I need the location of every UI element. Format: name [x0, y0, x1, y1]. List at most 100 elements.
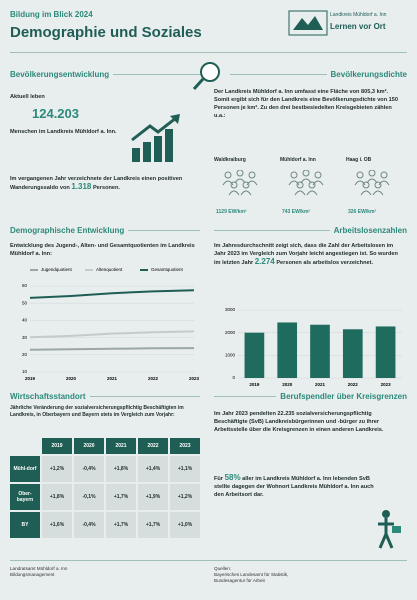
person-body	[228, 190, 240, 196]
text-part: Arbeitslosenzahlen	[333, 226, 407, 235]
text-part: 58%	[224, 473, 241, 482]
cell: +1,1%	[170, 456, 200, 482]
person-head	[380, 171, 388, 179]
person-body	[354, 180, 366, 186]
row-label: Ober-bayern	[10, 484, 40, 510]
y-tick-label: 1000	[225, 353, 236, 358]
person-body	[300, 178, 312, 184]
cell: +1,9%	[138, 484, 168, 510]
person-body	[222, 180, 234, 186]
bar	[310, 324, 330, 378]
column-header: 2022	[138, 438, 168, 454]
person-head	[224, 171, 232, 179]
area-name: Mühldorf a. Inn	[280, 157, 316, 163]
cell: -0,1%	[74, 484, 104, 510]
y-tick-label: 2000	[225, 330, 236, 335]
x-tick-label: 2023	[189, 376, 200, 381]
person-head	[242, 181, 250, 189]
cell: +1,8%	[42, 484, 72, 510]
footer-line: Bundesagentur für Arbeit	[214, 578, 265, 583]
person-body	[246, 180, 258, 186]
cell: +1,7%	[106, 512, 136, 538]
text-part: Wirtschaftsstandort	[10, 392, 86, 401]
person-head	[356, 171, 364, 179]
text: Für 58% aller im Landkreis Mühldorf a. I…	[214, 474, 379, 499]
text-part: Berufspendler über Kreisgrenzen	[280, 392, 407, 401]
growth-icon	[131, 114, 180, 162]
x-tick-label: 2020	[66, 376, 77, 381]
person-head	[368, 170, 376, 177]
text-part: Demographische Entwicklung	[10, 226, 125, 235]
text-part: 1.318	[71, 182, 92, 191]
bar	[277, 322, 298, 378]
legend-label: Jugendquotient	[41, 267, 73, 272]
text-part: Personen.	[92, 185, 120, 191]
y-tick-label: 0	[232, 375, 235, 380]
cell: +1,0%	[170, 512, 200, 538]
cell: +1,7%	[138, 512, 168, 538]
area-value: 1129 EW/km²	[216, 209, 247, 215]
title: Demographie und Soziales	[10, 24, 202, 41]
section-heading: Wirtschaftsstandort	[10, 392, 200, 401]
person-head	[236, 170, 244, 177]
cell: +1,2%	[42, 456, 72, 482]
person-body	[294, 190, 306, 196]
cell: +1,8%	[106, 456, 136, 482]
row-label: Mühl-dorf	[10, 456, 40, 482]
section-heading: Bevölkerungsdichte	[230, 70, 407, 79]
bar-chart: 0 1000 2000 3000 2019 2020 2021 2022 2023	[225, 307, 402, 387]
x-tick-label: 2022	[148, 376, 159, 381]
person-body	[234, 178, 246, 184]
person-body	[240, 190, 252, 196]
x-tick-label: 2019	[249, 382, 260, 387]
kicker: Bildung im Blick 2024	[10, 10, 93, 19]
section-heading: Demographische Entwicklung	[10, 226, 200, 235]
logo-icon	[288, 10, 328, 36]
column-header: 2020	[74, 438, 104, 454]
y-tick-label: 40	[22, 318, 28, 323]
text-part: Bevölkerungsdichte	[330, 70, 407, 79]
y-tick-label: 30	[22, 335, 28, 340]
column-header: 2023	[170, 438, 200, 454]
text-part: Im Jahresdurchschnitt zeigt sich, dass d…	[214, 243, 398, 266]
x-tick-label: 2021	[315, 382, 326, 387]
person-head	[290, 171, 298, 179]
x-tick-label: 2021	[107, 376, 118, 381]
person-body	[306, 190, 318, 196]
text: Aktuell leben	[10, 94, 45, 100]
person-body	[360, 190, 372, 196]
footer-line: Bayerisches Landesamt für Statistik,	[214, 572, 289, 577]
area-name: Haag i. OB	[346, 157, 372, 163]
highlight-number: 124.203	[32, 106, 79, 121]
commuter-icon	[378, 510, 401, 549]
section-heading: Bevölkerungsentwicklung	[10, 70, 200, 79]
y-tick-label: 20	[22, 352, 28, 357]
text-part: aller im Landkreis Mühldorf a. Inn leben…	[214, 476, 374, 498]
person-head	[302, 170, 310, 177]
cell: +1,4%	[138, 456, 168, 482]
cell: -0,4%	[74, 512, 104, 538]
cell: +1,7%	[106, 484, 136, 510]
people-icon	[354, 170, 390, 196]
person-body	[366, 178, 378, 184]
table-row: Ober-bayern +1,8% -0,1% +1,7% +1,9% +1,2%	[10, 484, 200, 510]
text: Jährliche Veränderung der sozialversiche…	[10, 405, 184, 418]
row-label: BY	[10, 512, 40, 538]
person-head	[314, 171, 322, 179]
bar	[375, 326, 396, 378]
area-value: 743 EW/km²	[282, 209, 311, 215]
series-line	[29, 289, 195, 299]
logo-top: Landkreis Mühldorf a. Inn	[330, 12, 387, 18]
person-body	[312, 180, 324, 186]
people-icon	[288, 170, 324, 196]
table: 2019 2020 2021 2022 2023 Mühl-dorf +1,2% -0,4% +…	[8, 436, 202, 540]
logo-bottom: Lernen vor Ort	[330, 22, 386, 31]
footer-line: Bildungsmanagement	[10, 572, 55, 577]
table-header: 2019 2020 2021 2022 2023	[10, 438, 200, 454]
series-line	[29, 330, 195, 339]
series-line	[29, 347, 195, 351]
column-header: 2019	[42, 438, 72, 454]
person-head	[374, 181, 382, 189]
text-part: Personen als arbeitslos verzeichnet.	[276, 260, 374, 266]
